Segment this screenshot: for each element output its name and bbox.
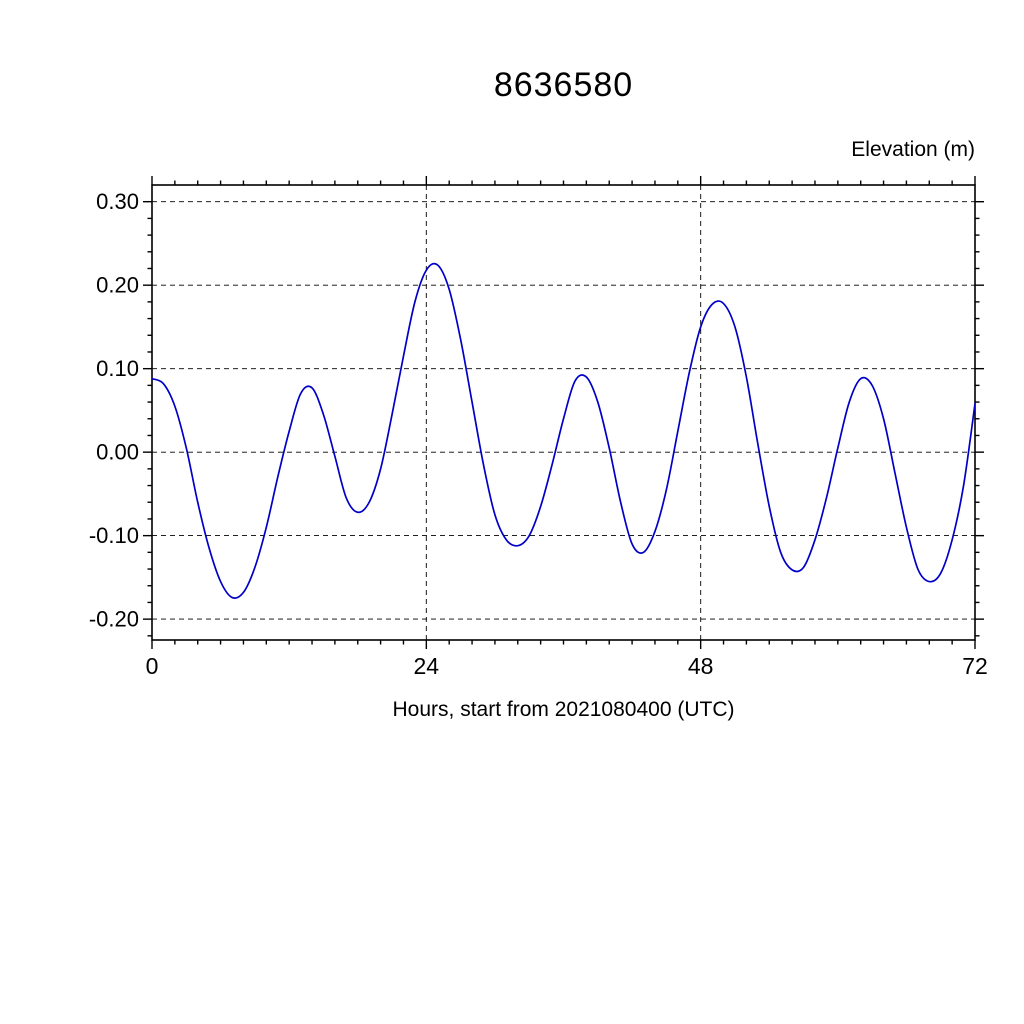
x-tick-label: 0 [146, 653, 159, 679]
x-tick-label: 48 [688, 653, 714, 679]
y-axis-title: Elevation (m) [851, 138, 975, 161]
x-tick-label: 72 [962, 653, 988, 679]
plot-frame [151, 184, 976, 641]
x-tick-label: 24 [414, 653, 440, 679]
y-tick-label: -0.20 [89, 607, 139, 632]
y-tick-label: 0.20 [96, 273, 139, 298]
elevation-series-line [152, 262, 975, 599]
y-tick-label: -0.10 [89, 523, 139, 548]
chart-title: 8636580 [493, 66, 634, 104]
y-tick-label: 0.10 [96, 356, 139, 381]
y-tick-label: 0.00 [96, 440, 139, 465]
y-tick-label: 0.30 [96, 189, 139, 214]
x-axis-title: Hours, start from 2021080400 (UTC) [392, 698, 735, 721]
